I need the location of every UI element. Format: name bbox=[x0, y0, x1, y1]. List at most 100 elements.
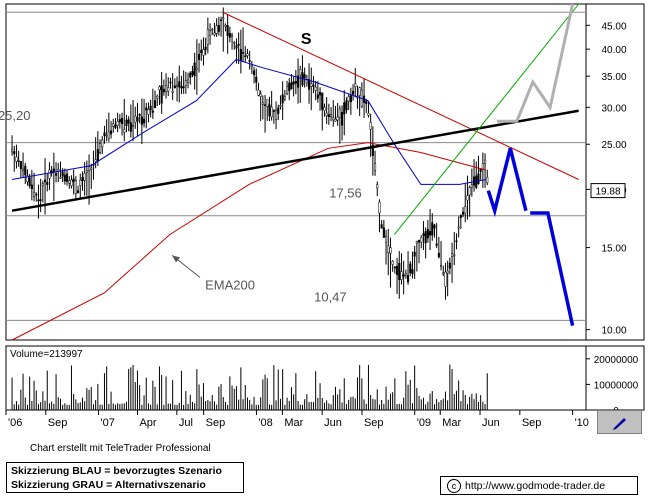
volume-axis-frame bbox=[585, 345, 645, 411]
annotation-label: EMA200 bbox=[205, 277, 255, 292]
price-candle-body bbox=[272, 110, 275, 112]
price-candle-body bbox=[19, 161, 22, 170]
price-candle-body bbox=[143, 118, 146, 124]
price-candle-body bbox=[378, 201, 381, 214]
price-candle-body bbox=[288, 82, 291, 91]
price-candle-body bbox=[413, 251, 416, 257]
blue-moving-average-line bbox=[12, 58, 487, 185]
price-candle-body bbox=[290, 82, 293, 90]
price-candle-body bbox=[134, 115, 137, 123]
price-candle-body bbox=[429, 231, 432, 236]
price-candle-body bbox=[198, 53, 201, 60]
price-candle-body bbox=[228, 33, 231, 38]
price-candle-body bbox=[160, 85, 163, 104]
price-candle-body bbox=[281, 94, 284, 104]
price-candle-body bbox=[200, 49, 203, 54]
source-url[interactable]: http://www.godmode-trader.de bbox=[465, 479, 606, 492]
price-candle-body bbox=[389, 247, 392, 254]
price-candle-body bbox=[94, 159, 97, 162]
price-candle-body bbox=[437, 252, 440, 258]
price-candle-body bbox=[149, 105, 152, 111]
price-candle-body bbox=[178, 81, 181, 88]
price-candle-body bbox=[52, 168, 55, 172]
price-candle-body bbox=[484, 159, 487, 164]
x-tick-label: '07 bbox=[101, 417, 115, 429]
price-candle-body bbox=[299, 69, 302, 76]
price-candle-body bbox=[90, 167, 93, 170]
price-candle-body bbox=[404, 273, 407, 276]
ema200-pointer-arrowhead bbox=[172, 255, 181, 263]
price-candle-body bbox=[261, 102, 264, 105]
price-candle-body bbox=[365, 100, 368, 105]
volume-bars bbox=[11, 364, 488, 410]
price-candle-body bbox=[420, 237, 423, 243]
annotation-label: K bbox=[221, 0, 233, 4]
price-candle-body bbox=[477, 173, 480, 184]
price-candle-body bbox=[385, 235, 388, 243]
price-candle-body bbox=[464, 206, 467, 214]
trendline-0 bbox=[222, 11, 579, 180]
price-candle-body bbox=[444, 271, 447, 287]
price-candle-body bbox=[35, 193, 38, 196]
price-candle-body bbox=[308, 79, 311, 90]
annotation-label: S bbox=[301, 31, 312, 48]
price-candle-body bbox=[279, 105, 282, 107]
price-candle-body bbox=[48, 169, 51, 179]
price-candle-body bbox=[46, 182, 49, 185]
price-candle-body bbox=[33, 191, 36, 197]
price-candle-body bbox=[411, 269, 414, 275]
price-candle-body bbox=[26, 175, 29, 183]
price-tick-label: 10.00 bbox=[601, 326, 626, 337]
price-candle-body bbox=[396, 265, 399, 275]
price-candle-body bbox=[44, 179, 47, 183]
x-tick-label: Sep bbox=[364, 417, 384, 429]
price-candle-body bbox=[132, 125, 135, 127]
price-candle-body bbox=[338, 108, 341, 119]
source-url-box[interactable]: c http://www.godmode-trader.de bbox=[440, 476, 638, 495]
price-candle-body bbox=[59, 177, 62, 179]
price-candle-body bbox=[136, 116, 139, 122]
price-candle-body bbox=[127, 119, 130, 124]
price-candle-body bbox=[39, 199, 42, 201]
price-candle-body bbox=[88, 166, 91, 171]
price-tick-label: 40.00 bbox=[601, 45, 626, 56]
price-candle-body bbox=[294, 81, 297, 84]
price-candle-body bbox=[455, 240, 458, 242]
price-candle-body bbox=[442, 272, 445, 275]
price-candle-body bbox=[433, 224, 436, 229]
price-candle-body bbox=[72, 178, 75, 182]
chart-credit: Chart erstellt mit TeleTrader Profession… bbox=[30, 443, 211, 454]
price-candle-body bbox=[347, 96, 350, 102]
x-tick-label: Mar bbox=[442, 417, 461, 429]
price-candle-body bbox=[233, 42, 236, 44]
price-candle-body bbox=[418, 239, 421, 243]
price-candle-body bbox=[440, 264, 443, 267]
price-candle-body bbox=[125, 119, 128, 126]
price-candle-body bbox=[206, 28, 209, 45]
price-candle-body bbox=[266, 99, 269, 108]
price-candle-body bbox=[453, 254, 456, 257]
legend-blue-scenario: Skizzierung BLAU = bevorzugtes Szenario bbox=[11, 465, 222, 477]
last-price-box bbox=[590, 183, 626, 199]
chart-tool-button[interactable] bbox=[597, 410, 642, 434]
price-candle-body bbox=[303, 74, 306, 79]
price-candle-body bbox=[316, 94, 319, 99]
price-candle-body bbox=[156, 96, 159, 99]
price-candle-body bbox=[61, 171, 64, 177]
price-candle-body bbox=[415, 240, 418, 244]
price-candle-body bbox=[145, 107, 148, 111]
price-candle-body bbox=[264, 104, 267, 106]
price-candle-body bbox=[11, 148, 14, 153]
scenario-blue-continuation-line bbox=[530, 211, 575, 326]
x-tick-label: Sep bbox=[48, 417, 68, 429]
price-tick-label: 35.00 bbox=[601, 72, 626, 83]
price-candle-body bbox=[96, 149, 99, 162]
price-candle-body bbox=[400, 271, 403, 280]
price-candle-body bbox=[239, 48, 242, 61]
x-tick-label: Sep bbox=[206, 417, 226, 429]
price-candle-body bbox=[85, 170, 88, 173]
price-tick-label: 25.00 bbox=[601, 140, 626, 151]
price-candle-body bbox=[112, 123, 115, 127]
price-candle-body bbox=[222, 17, 225, 19]
price-candle-body bbox=[312, 84, 315, 87]
